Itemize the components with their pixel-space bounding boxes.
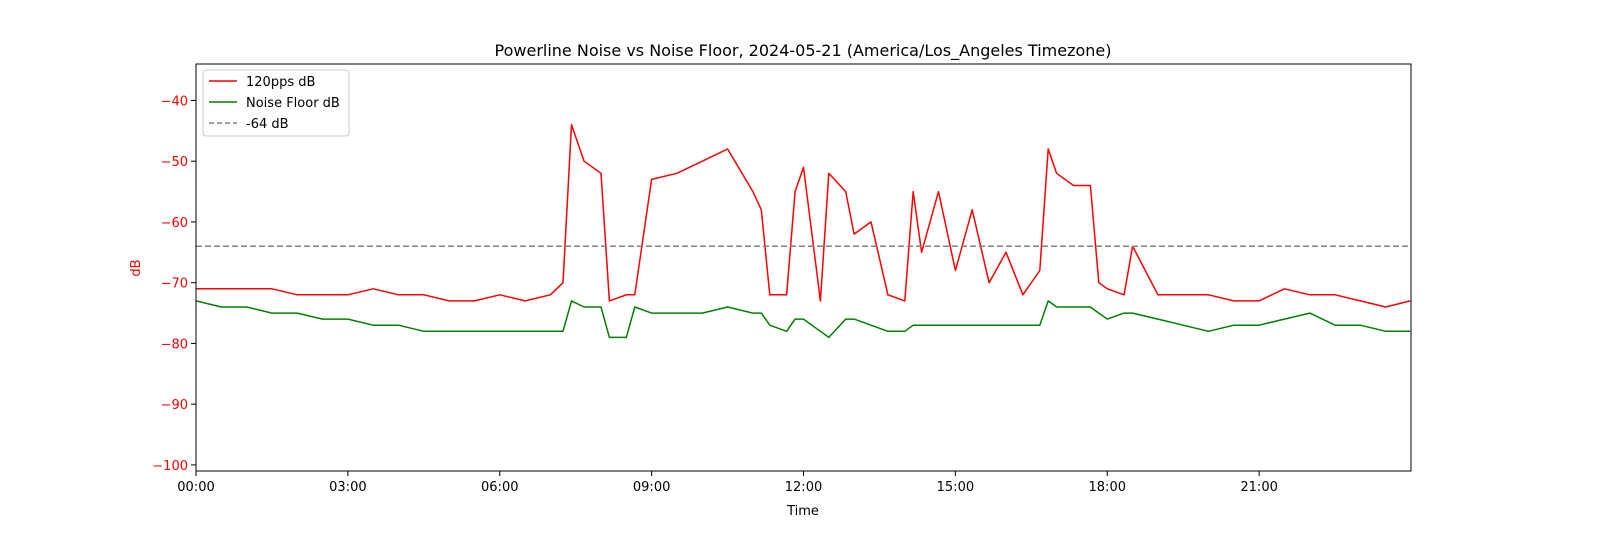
x-tick-label: 18:00: [1089, 480, 1126, 495]
y-tick-label: −70: [161, 277, 188, 292]
y-tick-label: −50: [161, 155, 188, 170]
x-tick-label: 15:00: [937, 480, 974, 495]
series-line-noise-floor: [196, 301, 1410, 338]
y-tick-label: −90: [161, 398, 188, 413]
x-tick-label: 12:00: [785, 480, 822, 495]
legend-label: -64 dB: [246, 117, 289, 132]
plot-area: [196, 64, 1411, 471]
x-tick-label: 03:00: [329, 480, 366, 495]
x-tick-label: 00:00: [177, 480, 214, 495]
x-tick-label: 09:00: [633, 480, 670, 495]
y-axis-title: dB: [129, 259, 144, 276]
x-axis: 00:00 03:00 06:00 09:00 12:00 15:00 18:00 21:00: [177, 471, 1278, 495]
y-tick-label: −100: [152, 459, 188, 474]
x-axis-title: Time: [786, 504, 819, 519]
chart-title: Powerline Noise vs Noise Floor, 2024-05-…: [495, 41, 1112, 61]
y-tick-label: −80: [161, 337, 188, 352]
plot-frame: [196, 64, 1411, 471]
y-axis: −40 −50 −60 −70 −80 −90 −100: [152, 94, 196, 473]
x-tick-label: 06:00: [481, 480, 518, 495]
legend-label: Noise Floor dB: [246, 96, 340, 111]
y-tick-label: −40: [161, 94, 188, 109]
series-line-120pps: [196, 125, 1410, 307]
x-tick-label: 21:00: [1240, 480, 1277, 495]
legend-label: 120pps dB: [246, 75, 315, 90]
legend: 120pps dB Noise Floor dB -64 dB: [203, 70, 349, 136]
y-tick-label: −60: [161, 216, 188, 231]
